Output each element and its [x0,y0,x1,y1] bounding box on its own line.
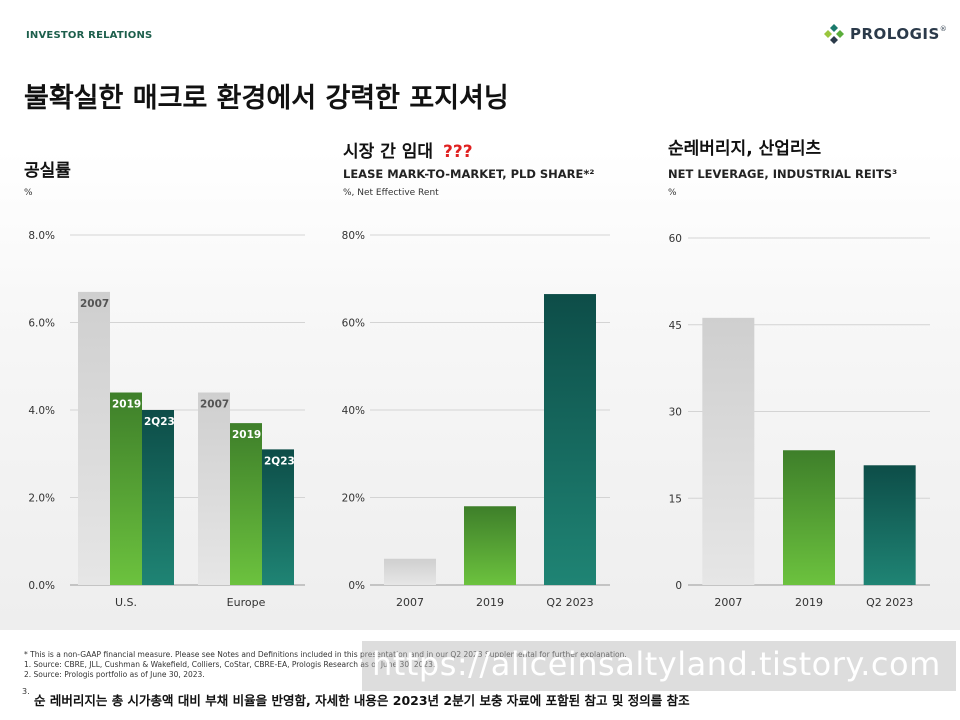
y-tick-label: 8.0% [28,230,55,242]
chart3-unit: % [668,188,677,198]
logo-registered-mark: ® [939,25,947,33]
chart2-title-mark: ??? [443,142,473,162]
bar [464,506,516,585]
x-category-label: 2019 [795,596,823,609]
bar [384,558,436,585]
y-tick-label: 20% [342,493,365,505]
x-category-label: 2007 [714,596,742,609]
y-tick-label: 4.0% [28,405,55,417]
x-category-label: Q2 2023 [546,596,593,609]
chart1-title: 공실률 [24,161,71,181]
bar-series-label: 2Q23 [144,416,175,428]
y-tick-label: 60 [669,233,682,245]
footnote-item: 2. Source: Prologis portfolio as of June… [24,670,205,679]
x-category-label: Q2 2023 [866,596,913,609]
x-category-label: Europe [227,596,266,609]
bar [110,392,142,585]
chart2-title: 시장 간 임대 [343,142,434,162]
y-tick-label: 30 [669,407,682,419]
logo-text: PROLOGIS [850,25,940,43]
section-label: INVESTOR RELATIONS [26,30,153,41]
x-category-label: U.S. [115,596,137,609]
y-tick-label: 2.0% [28,493,55,505]
chart1-unit: % [24,188,33,198]
bar-series-label: 2007 [200,399,229,411]
korean-note: 순 레버리지는 총 시가총액 대비 부채 비율을 반영함, 자세한 내용은 20… [34,693,690,708]
footnote-item: 1. Source: CBRE, JLL, Cushman & Wakefiel… [24,660,436,669]
bar [142,410,174,585]
y-tick-label: 60% [342,318,365,330]
bar [544,294,596,585]
x-category-label: 2007 [396,596,424,609]
bar [230,423,262,585]
prologis-logo-icon [824,24,844,44]
bar [198,392,230,585]
bar [783,450,835,585]
bar-series-label: 2019 [112,399,141,411]
chart3-subtitle: NET LEVERAGE, INDUSTRIAL REITS³ [668,167,898,181]
footnote-item: * This is a non-GAAP financial measure. … [24,650,627,659]
y-tick-label: 6.0% [28,318,55,330]
watermark-url: https://aliceinsaltyland.tistory.com [372,645,941,683]
y-tick-label: 80% [342,230,365,242]
chart2-unit: %, Net Effective Rent [343,188,439,198]
y-tick-label: 15 [669,493,682,505]
lease-mtm-chart: 0% 20% 40% 60% 80% 2007 2019 Q2 2023 [342,230,610,609]
bar [262,449,294,585]
footnote-item: 3. [22,687,30,696]
vacancy-chart: 0.0%2.0%4.0%6.0%8.0%200720192Q23U.S.2007… [28,230,305,609]
prologis-logo: PROLOGIS ® [822,22,947,46]
net-leverage-chart: 0 15 30 45 60 2007 2019 Q2 2023 [669,233,930,609]
bar [78,291,110,585]
bar-series-label: 2019 [232,429,261,441]
x-category-label: 2019 [476,596,504,609]
y-tick-label: 45 [669,320,682,332]
bar-series-label: 2Q23 [264,455,295,467]
y-tick-label: 0 [675,580,682,592]
bar [702,317,755,585]
chart3-title: 순레버리지, 산업리츠 [668,139,822,159]
chart2-subtitle: LEASE MARK-TO-MARKET, PLD SHARE*² [343,167,595,181]
chart2-title-wrap: 시장 간 임대??? [343,137,473,162]
footnotes: * This is a non-GAAP financial measure. … [24,650,627,680]
y-tick-label: 0% [348,580,365,592]
bar-series-label: 2007 [80,298,109,310]
bar [863,465,916,585]
watermark-background [362,641,956,691]
page-title: 불확실한 매크로 환경에서 강력한 포지셔닝 [24,83,509,114]
y-tick-label: 0.0% [28,580,55,592]
y-tick-label: 40% [342,405,365,417]
